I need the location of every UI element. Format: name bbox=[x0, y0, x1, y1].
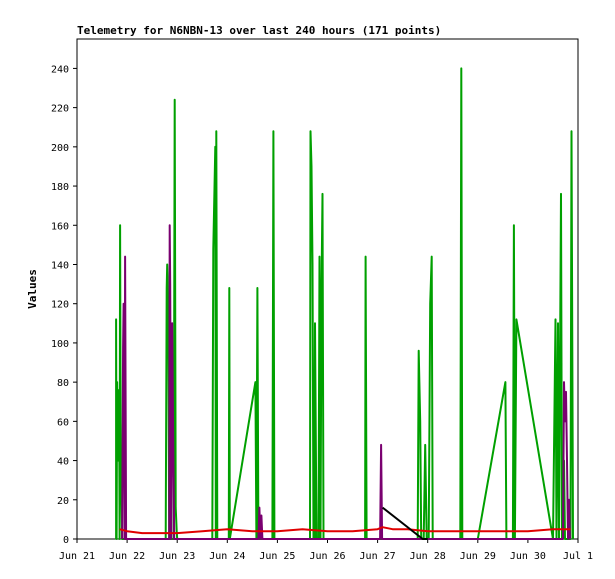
series-layer bbox=[115, 67, 574, 540]
y-tick-label: 40 bbox=[57, 457, 69, 468]
y-tick-label: 80 bbox=[57, 378, 69, 389]
x-tick-label: Jul 1 bbox=[563, 551, 593, 562]
series-line-3 bbox=[119, 526, 571, 535]
series-line-1 bbox=[115, 67, 574, 540]
series-line-2 bbox=[121, 224, 571, 540]
x-tick-label: Jun 23 bbox=[159, 551, 195, 562]
y-tick-label: 180 bbox=[51, 182, 69, 193]
y-tick-label: 0 bbox=[63, 535, 69, 546]
chart-title: Telemetry for N6NBN-13 over last 240 hou… bbox=[77, 24, 441, 37]
y-tick-label: 140 bbox=[51, 260, 69, 271]
x-tick-label: Jun 30 bbox=[510, 551, 546, 562]
x-tick-label: Jun 24 bbox=[209, 551, 245, 562]
x-tick-label: Jun 27 bbox=[360, 551, 396, 562]
y-tick-label: 60 bbox=[57, 417, 69, 428]
x-tick-label: Jun 21 bbox=[59, 551, 95, 562]
x-tick-label: Jun 26 bbox=[309, 551, 345, 562]
y-tick-label: 240 bbox=[51, 64, 69, 75]
y-tick-label: 100 bbox=[51, 339, 69, 350]
y-tick-label: 20 bbox=[57, 496, 69, 507]
x-tick-label: Jun 25 bbox=[259, 551, 295, 562]
x-axis: Jun 21 Jun 22 Jun 23 Jun 24 Jun 25 Jun 26 Jun … bbox=[59, 539, 593, 562]
x-tick-label: Jun 22 bbox=[109, 551, 145, 562]
series-line-4 bbox=[381, 506, 428, 540]
y-axis-title: Values bbox=[26, 269, 39, 309]
y-tick-label: 160 bbox=[51, 221, 69, 232]
y-tick-label: 200 bbox=[51, 143, 69, 154]
y-tick-label: 120 bbox=[51, 300, 69, 311]
x-tick-label: Jun 28 bbox=[410, 551, 446, 562]
x-tick-label: Jun 29 bbox=[460, 551, 496, 562]
y-axis: 0 20 40 60 80 100 120 140 160 180 200 220 240 bbox=[51, 64, 77, 546]
plot-frame bbox=[76, 38, 579, 540]
y-tick-label: 220 bbox=[51, 104, 69, 115]
